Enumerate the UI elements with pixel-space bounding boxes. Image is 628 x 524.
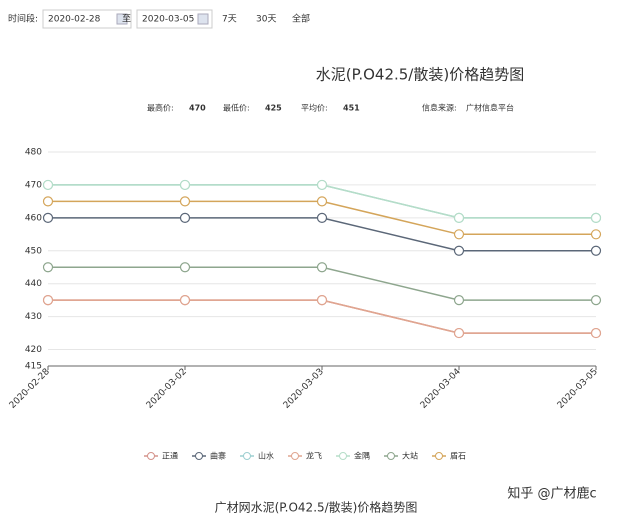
point[interactable] (453, 245, 465, 256)
point[interactable] (179, 212, 191, 223)
stat-value: 451 (343, 104, 360, 113)
end-input[interactable] (136, 9, 213, 29)
y-tick-label: 420 (25, 345, 42, 355)
legend-marker (339, 452, 347, 460)
point[interactable] (590, 229, 602, 240)
y-tick-label: 430 (25, 312, 42, 322)
calendar-icon[interactable] (116, 13, 128, 25)
point[interactable] (316, 295, 328, 306)
to-label: 至 (122, 14, 131, 25)
range-link[interactable]: 全部 (292, 13, 310, 25)
stat-label: 最高价: (147, 103, 174, 113)
x-tick-label: 2020-02-28 (8, 367, 52, 411)
stat-label: 最低价: (223, 103, 250, 113)
legend-label[interactable]: 正通 (162, 451, 178, 461)
y-tick-label: 470 (25, 180, 42, 190)
legend-label[interactable]: 山水 (258, 451, 274, 461)
caption: 广材网水泥(P.O42.5/散装)价格趋势图 (215, 500, 418, 515)
point[interactable] (453, 229, 465, 240)
legend-marker (387, 452, 395, 460)
legend-marker (435, 452, 443, 460)
end-date: 2020-03-05 (142, 15, 194, 25)
legend-marker (291, 452, 299, 460)
stat-label: 平均价: (301, 103, 328, 113)
x-tick-label: 2020-03-04 (419, 367, 463, 411)
legend-label[interactable]: 曲寨 (210, 451, 226, 461)
point[interactable] (42, 196, 54, 207)
y-tick-label: 460 (25, 213, 42, 223)
point[interactable] (453, 327, 465, 339)
watermark: 知乎 @广材鹿c (507, 486, 596, 502)
point[interactable] (42, 262, 54, 273)
point[interactable] (179, 295, 191, 306)
point[interactable] (179, 179, 191, 191)
legend-label[interactable]: 盾石 (450, 451, 466, 461)
point[interactable] (590, 212, 602, 223)
point[interactable] (179, 262, 191, 273)
source-text: 广材信息平台 (466, 103, 514, 113)
point[interactable] (453, 295, 465, 306)
legend-label[interactable]: 大站 (402, 451, 418, 461)
point[interactable] (316, 262, 328, 273)
point[interactable] (316, 179, 328, 191)
legend-marker (195, 452, 203, 460)
y-tick-label: 440 (25, 279, 42, 289)
legend-label[interactable]: 金隅 (354, 451, 370, 461)
point[interactable] (316, 196, 328, 207)
x-tick-label: 2020-03-03 (282, 367, 326, 411)
range-link[interactable]: 7天 (222, 15, 237, 25)
range-link[interactable]: 30天 (256, 15, 276, 25)
source-label: 信息来源: (422, 103, 457, 113)
legend-label[interactable]: 龙飞 (306, 451, 322, 461)
point[interactable] (590, 295, 602, 306)
point[interactable] (179, 196, 191, 207)
y-tick-label: 415 (25, 362, 42, 372)
point[interactable] (42, 295, 54, 306)
chart-title: 水泥(P.O42.5/散装)价格趋势图 (316, 66, 524, 84)
start-input[interactable] (42, 9, 132, 29)
start-date: 2020-02-28 (48, 15, 101, 25)
stat-value: 425 (265, 104, 282, 113)
point[interactable] (42, 179, 54, 191)
y-tick-label: 480 (25, 148, 42, 158)
y-tick-label: 450 (25, 246, 42, 256)
x-tick-label: 2020-03-02 (145, 367, 189, 411)
x-tick-label: 2020-03-05 (556, 367, 600, 411)
range-label: 时间段: (8, 13, 38, 25)
legend-marker (147, 452, 155, 460)
point[interactable] (42, 212, 54, 223)
calendar-icon[interactable] (197, 13, 209, 25)
point[interactable] (590, 327, 602, 339)
point[interactable] (316, 212, 328, 223)
point[interactable] (453, 212, 465, 223)
stat-value: 470 (189, 104, 206, 113)
legend-marker (243, 452, 251, 460)
point[interactable] (590, 245, 602, 256)
